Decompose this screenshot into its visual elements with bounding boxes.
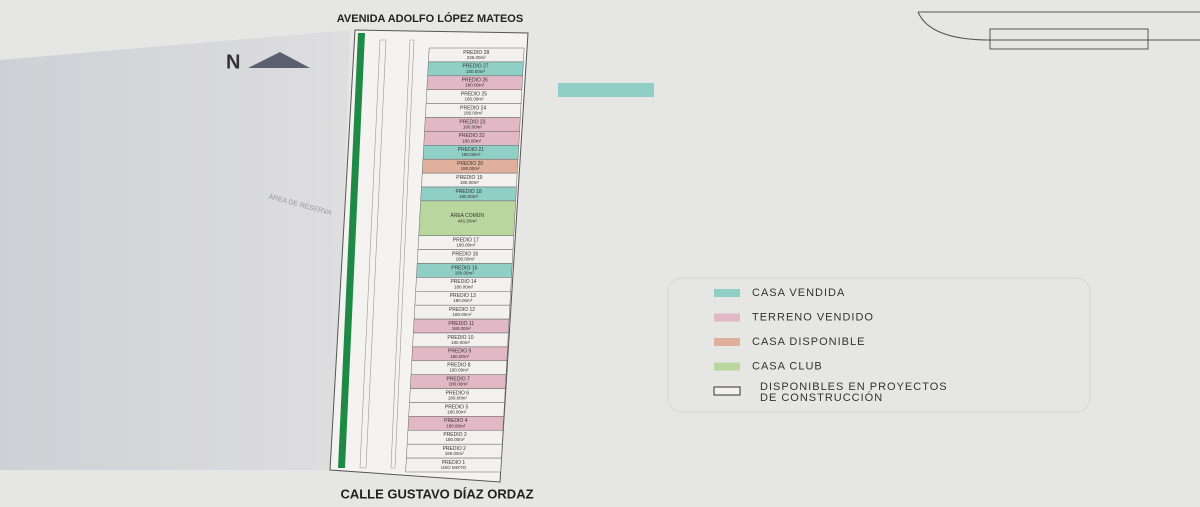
lot-area: 441.00m² bbox=[458, 218, 478, 223]
legend-swatch bbox=[714, 362, 740, 371]
legend-swatch bbox=[714, 289, 740, 297]
lot-name: PREDIO 15 bbox=[451, 265, 477, 271]
marker bbox=[558, 83, 654, 97]
lot-name: PREDIO 6 bbox=[446, 390, 470, 396]
lot-area: 180.00m² bbox=[465, 83, 485, 88]
lot-area: 180.00m² bbox=[459, 194, 479, 199]
lot-name: PREDIO 2 bbox=[443, 446, 467, 452]
lot-area: 180.00m² bbox=[466, 69, 486, 74]
lot-name: PREDIO 5 bbox=[445, 404, 469, 410]
lot-name: PREDIO 4 bbox=[444, 418, 468, 424]
legend-label: DISPONIBLES EN PROYECTOS DE CONSTRUCCIÓN bbox=[760, 381, 948, 404]
road-line bbox=[390, 39, 415, 469]
lot-name: ÁREA COMÚN bbox=[450, 212, 484, 219]
lot-area: 180.00m² bbox=[452, 312, 472, 317]
legend: CASA VENDIDA TERRENO VENDIDO CASA DISPONIB… bbox=[713, 287, 948, 404]
spotlight bbox=[0, 30, 350, 470]
lot-area: USO MIXTO bbox=[441, 465, 467, 470]
legend-swatch bbox=[714, 338, 740, 346]
lot-area: 180.00m² bbox=[455, 270, 475, 275]
lot-name: PREDIO 13 bbox=[450, 293, 476, 299]
lot-area: 180.00m² bbox=[450, 354, 470, 359]
lot-area: 180.00m² bbox=[463, 124, 483, 129]
legend-label: CASA VENDIDA bbox=[752, 287, 845, 299]
lot-area: 180.00m² bbox=[445, 451, 465, 456]
lot-area: 180.00m² bbox=[446, 437, 466, 442]
lot-name: PREDIO 19 bbox=[456, 175, 482, 181]
lot-name: PREDIO 21 bbox=[458, 147, 484, 153]
outline-shape bbox=[917, 11, 1200, 41]
lot-name: PREDIO 23 bbox=[459, 119, 485, 125]
lot-area: 180.00m² bbox=[449, 382, 469, 387]
outline-rect bbox=[989, 28, 1149, 50]
lot-name: PREDIO 11 bbox=[448, 321, 474, 327]
lot-area: 236.00m² bbox=[467, 55, 487, 60]
lot-name: PREDIO 10 bbox=[447, 335, 473, 341]
legend-label: TERRENO VENDIDO bbox=[752, 311, 874, 323]
top-street: AVENIDA ADOLFO LÓPEZ MATEOS bbox=[337, 12, 523, 25]
lot-area: 180.00m² bbox=[447, 409, 467, 414]
lot-name: PREDIO 1 bbox=[442, 460, 466, 466]
legend-label: CASA CLUB bbox=[752, 360, 823, 372]
lot-area: 180.00m² bbox=[449, 368, 469, 373]
lot-name: PREDIO 25 bbox=[461, 91, 487, 97]
lot-area: 180.00m² bbox=[464, 111, 484, 116]
lot-area: 180.00m² bbox=[446, 423, 466, 428]
lot-area: 180.00m² bbox=[464, 97, 484, 102]
bottom-street: CALLE GUSTAVO DÍAZ ORDAZ bbox=[340, 486, 533, 501]
lot-name: PREDIO 28 bbox=[463, 50, 489, 56]
legend-box bbox=[667, 277, 1091, 413]
lot-area: 180.00m² bbox=[454, 284, 474, 289]
lot-area: 180.00m² bbox=[461, 152, 481, 157]
lot-name: PREDIO 26 bbox=[462, 78, 488, 84]
north-arrow bbox=[248, 52, 310, 68]
lot-area: 180.00m² bbox=[453, 298, 473, 303]
lot-area: 180.00m² bbox=[448, 396, 468, 401]
lot bbox=[405, 457, 502, 473]
lot-name: PREDIO 8 bbox=[447, 363, 471, 369]
lot-name: PREDIO 24 bbox=[460, 105, 486, 111]
lot-area: 180.00m² bbox=[460, 180, 480, 185]
lot-name: PREDIO 7 bbox=[446, 376, 470, 382]
north-label: N bbox=[226, 51, 240, 73]
legend-swatch bbox=[714, 313, 740, 322]
lot-area: 180.00m² bbox=[456, 243, 476, 248]
legend-label: CASA DISPONIBLE bbox=[752, 336, 865, 348]
lot-area: 180.00m² bbox=[456, 257, 476, 262]
lot-name: PREDIO 22 bbox=[459, 133, 485, 139]
green-strip bbox=[338, 33, 365, 468]
lot-name: PREDIO 20 bbox=[457, 161, 483, 167]
lot-name: PREDIO 17 bbox=[453, 237, 479, 243]
lot-name: PREDIO 9 bbox=[448, 349, 472, 355]
lot-name: PREDIO 27 bbox=[462, 64, 488, 70]
lot-name: PREDIO 12 bbox=[449, 307, 475, 313]
lot-area: 180.00m² bbox=[451, 340, 471, 345]
lot-name: PREDIO 3 bbox=[443, 432, 467, 438]
lot-area: 180.00m² bbox=[452, 326, 472, 331]
lot-area: 180.00m² bbox=[462, 138, 482, 143]
legend-swatch bbox=[713, 386, 741, 396]
road-line bbox=[359, 39, 387, 469]
lot-area: 180.00m² bbox=[461, 166, 481, 171]
lot-name: PREDIO 16 bbox=[452, 251, 478, 257]
lot-name: PREDIO 14 bbox=[450, 279, 476, 285]
lot-name: PREDIO 18 bbox=[455, 189, 481, 195]
